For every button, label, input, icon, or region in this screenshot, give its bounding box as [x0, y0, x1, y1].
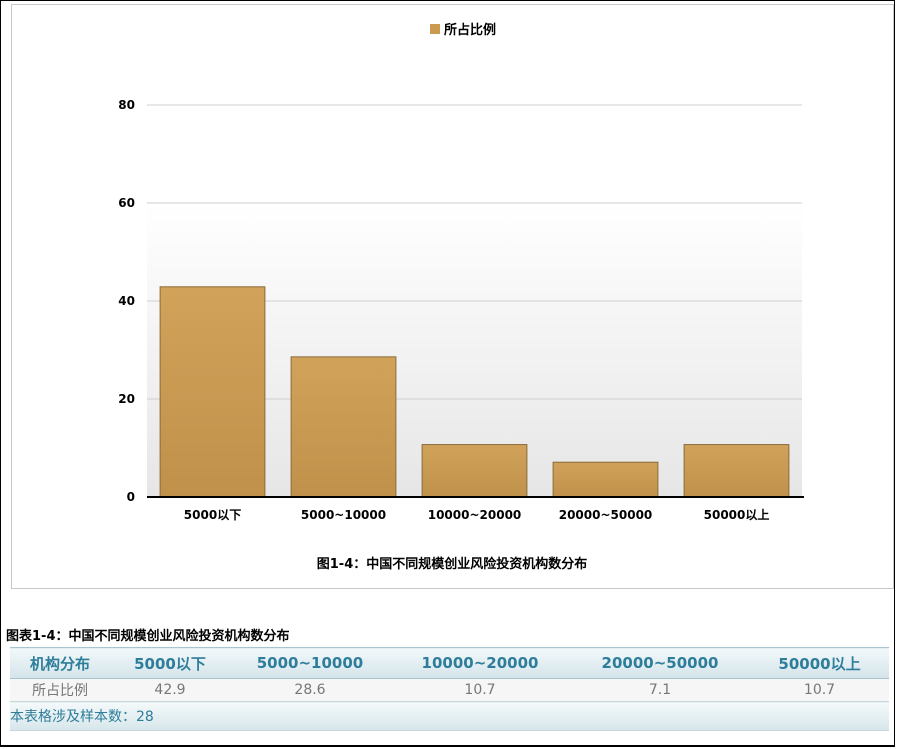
- bar: [421, 444, 528, 498]
- y-tick-label: 0: [127, 490, 135, 504]
- table-cell: 10.7: [390, 678, 570, 702]
- table-title: 图表1-4：中国不同规模创业风险投资机构数分布: [6, 629, 290, 644]
- y-tick-label: 20: [118, 392, 135, 406]
- table-cell: 10.7: [750, 678, 889, 702]
- x-tick-label: 20000~50000: [559, 508, 653, 522]
- bar: [552, 461, 659, 498]
- table-row: 所占比例 42.9 28.6 10.7 7.1 10.7: [10, 678, 889, 702]
- bar: [290, 356, 397, 498]
- table-header-cell: 50000以上: [750, 647, 889, 679]
- legend-label: 所占比例: [444, 22, 496, 38]
- table-header-cell: 机构分布: [10, 647, 110, 679]
- chart-panel: 0 20 40 60 80 5000以下 5000~10000 10000~20000 200…: [11, 4, 894, 589]
- y-tick-label: 60: [118, 196, 135, 210]
- table-cell: 7.1: [570, 678, 750, 702]
- table-cell: 28.6: [230, 678, 390, 702]
- y-tick-label: 80: [118, 98, 135, 112]
- table-header-cell: 20000~50000: [570, 647, 750, 679]
- x-tick-label: 5000以下: [184, 508, 241, 522]
- x-tick-label: 5000~10000: [301, 508, 386, 522]
- bar: [683, 444, 790, 498]
- table-cell: 42.9: [110, 678, 230, 702]
- data-table: 机构分布 5000以下 5000~10000 10000~20000 20000…: [10, 647, 889, 731]
- x-tick-label: 10000~20000: [428, 508, 522, 522]
- bar: [159, 286, 266, 498]
- chart-title: 图1-4：中国不同规模创业风险投资机构数分布: [317, 556, 588, 572]
- legend-swatch: [430, 24, 440, 34]
- table-footnote: 本表格涉及样本数：28: [10, 701, 889, 731]
- x-tick-label: 50000以上: [704, 507, 770, 522]
- table-row-label: 所占比例: [10, 678, 110, 702]
- y-tick-label: 40: [118, 294, 135, 308]
- table-header-cell: 5000~10000: [230, 647, 390, 679]
- bar-chart: 0 20 40 60 80 5000以下 5000~10000 10000~20000 200…: [118, 22, 804, 572]
- table-header-cell: 5000以下: [110, 647, 230, 679]
- table-footer-row: 本表格涉及样本数：28: [10, 701, 889, 731]
- table-header-cell: 10000~20000: [390, 647, 570, 679]
- table-header-row: 机构分布 5000以下 5000~10000 10000~20000 20000…: [10, 647, 889, 679]
